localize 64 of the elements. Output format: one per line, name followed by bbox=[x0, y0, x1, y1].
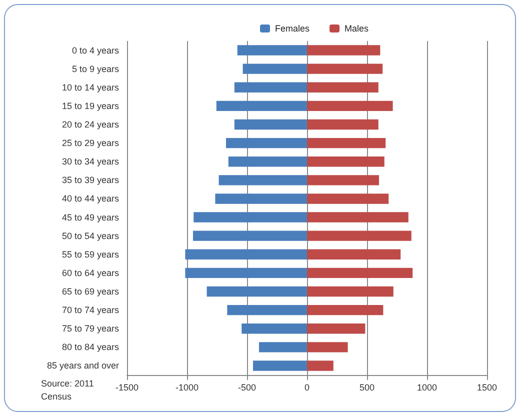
bar bbox=[307, 342, 348, 352]
source-note: Source: 2011 Census bbox=[41, 378, 96, 402]
bar bbox=[307, 212, 408, 222]
legend-label: Males bbox=[344, 24, 370, 34]
bar bbox=[193, 230, 307, 241]
bar bbox=[307, 268, 413, 278]
y-tick-label: 15 to 19 years bbox=[62, 100, 120, 111]
y-tick-label: 45 to 49 years bbox=[62, 212, 120, 222]
bar bbox=[307, 156, 384, 167]
bar bbox=[307, 100, 393, 112]
x-tick-label: 1000 bbox=[416, 382, 438, 392]
bar bbox=[307, 360, 334, 371]
y-tick-label: 10 to 14 years bbox=[62, 82, 120, 92]
bar bbox=[242, 64, 307, 74]
bar bbox=[307, 45, 380, 56]
y-tick-label: 65 to 69 years bbox=[62, 286, 120, 296]
bar bbox=[218, 175, 307, 186]
y-tick-label: 20 to 24 years bbox=[62, 120, 120, 130]
bar bbox=[242, 324, 307, 334]
x-tick-label: 500 bbox=[359, 382, 375, 392]
legend-label: Females bbox=[275, 24, 310, 34]
x-tick-label: -1000 bbox=[175, 382, 199, 392]
bar bbox=[216, 100, 307, 112]
x-tick-label: -500 bbox=[238, 382, 256, 392]
y-tick-label: 40 to 44 years bbox=[62, 194, 120, 204]
bar bbox=[307, 324, 366, 334]
y-tick-label: 55 to 59 years bbox=[62, 249, 120, 260]
y-tick-label: 75 to 79 years bbox=[62, 324, 120, 334]
x-tick-label: -1500 bbox=[115, 382, 139, 392]
bar bbox=[307, 64, 383, 74]
y-tick-label: 35 to 39 years bbox=[62, 175, 120, 186]
bar bbox=[307, 249, 401, 260]
y-tick-label: 85 years and over bbox=[46, 360, 119, 371]
bar bbox=[253, 360, 307, 371]
y-tick-label: 30 to 34 years bbox=[62, 156, 120, 167]
bar bbox=[307, 175, 379, 186]
bar bbox=[237, 45, 307, 56]
y-tick-label: 5 to 9 years bbox=[72, 64, 120, 74]
bar bbox=[307, 82, 378, 92]
bar bbox=[206, 286, 307, 297]
x-tick-label: 0 bbox=[304, 382, 310, 392]
x-tick-label: 1500 bbox=[476, 382, 498, 392]
y-tick-label: 0 to 4 years bbox=[72, 45, 120, 56]
bar bbox=[234, 119, 307, 130]
y-tick-label: 70 to 74 years bbox=[62, 305, 120, 316]
bar bbox=[307, 194, 389, 204]
y-tick-label: 25 to 29 years bbox=[62, 138, 120, 148]
bar bbox=[259, 342, 307, 352]
bar bbox=[228, 156, 307, 167]
bar bbox=[227, 304, 307, 316]
bar bbox=[185, 268, 307, 278]
bar bbox=[194, 212, 307, 222]
bar bbox=[307, 304, 384, 316]
bar bbox=[234, 82, 307, 92]
bar bbox=[185, 249, 307, 260]
bar bbox=[215, 194, 307, 204]
bar bbox=[307, 138, 386, 148]
bar bbox=[307, 230, 412, 241]
y-tick-label: 60 to 64 years bbox=[62, 268, 120, 278]
bar bbox=[307, 119, 378, 130]
bar bbox=[226, 138, 307, 148]
bar bbox=[307, 286, 394, 297]
y-tick-label: 50 to 54 years bbox=[62, 230, 120, 241]
y-tick-label: 80 to 84 years bbox=[62, 342, 120, 352]
